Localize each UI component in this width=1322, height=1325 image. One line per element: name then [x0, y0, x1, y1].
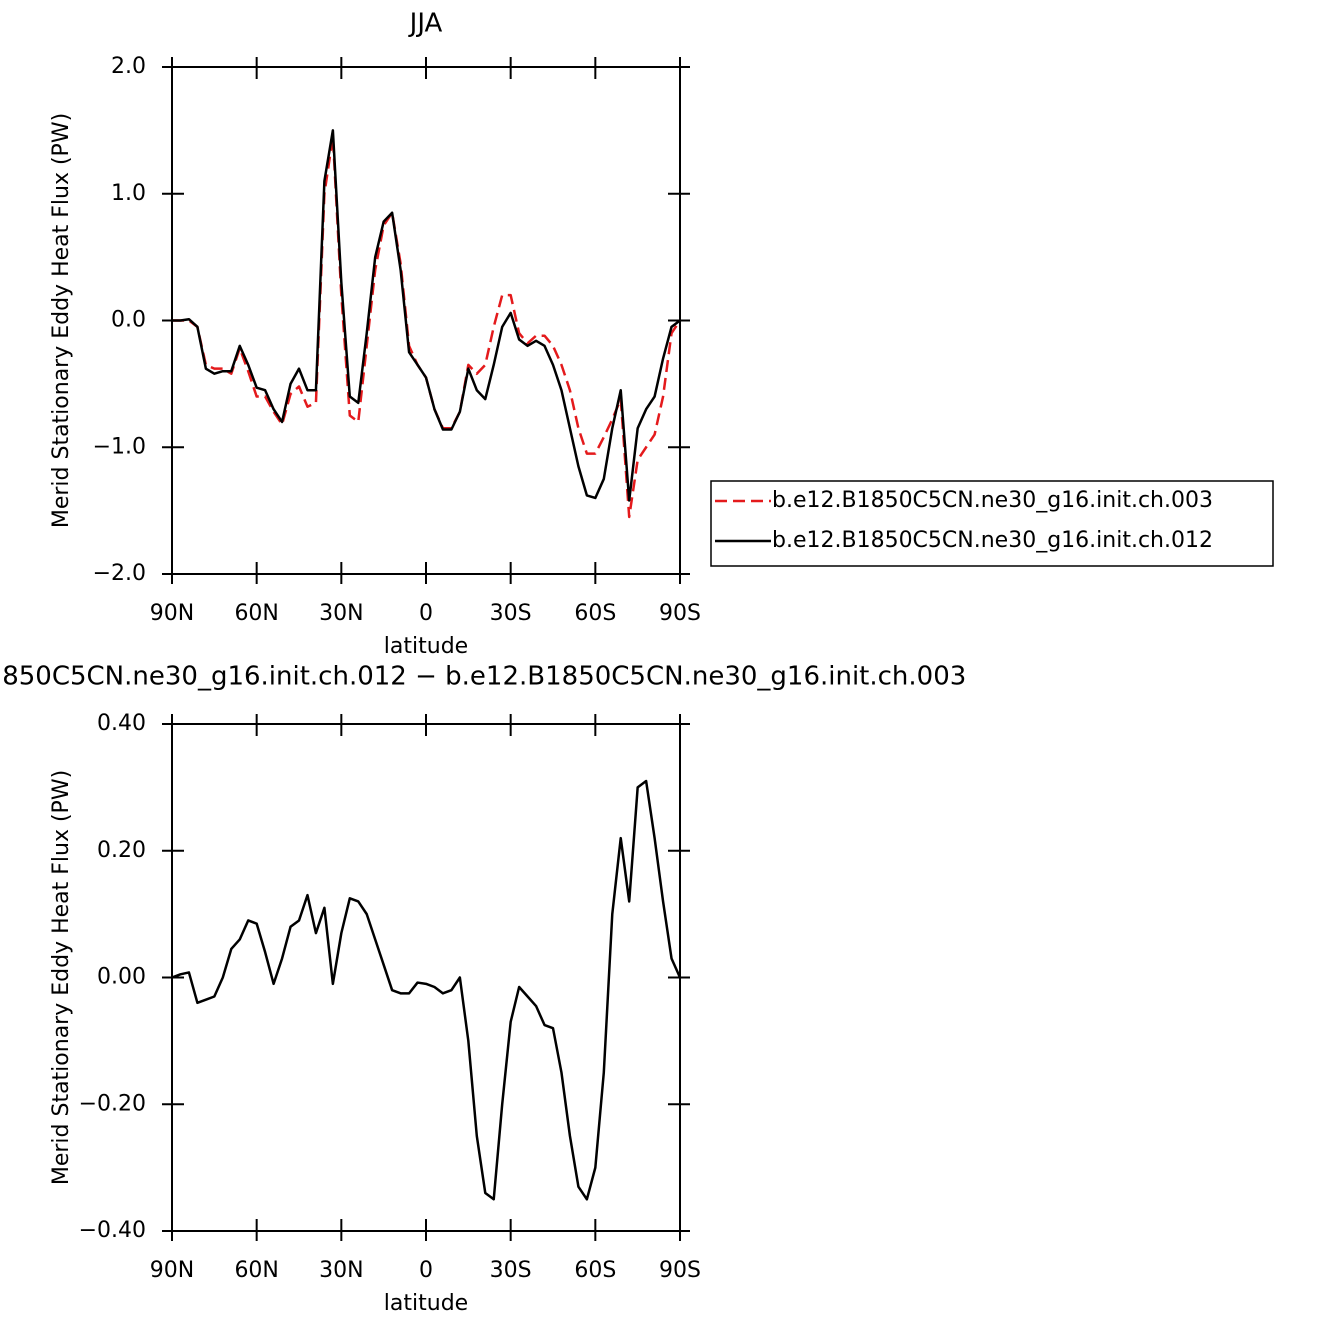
plot-frame	[171, 66, 681, 575]
x-tick-label: 90S	[659, 1258, 701, 1283]
y-tick-label: −0.40	[79, 1218, 146, 1243]
x-tick-label: 0	[419, 601, 433, 626]
y-tick-label: −0.20	[79, 1091, 146, 1116]
y-tick-label: 0.0	[111, 308, 146, 333]
chart-title: JJA	[408, 9, 443, 39]
y-tick-label: 1.0	[111, 181, 146, 206]
x-tick-label: 0	[419, 1258, 433, 1283]
y-tick-label: −2.0	[93, 561, 146, 586]
plot-frame	[171, 723, 681, 1232]
data-line	[172, 129, 681, 502]
x-tick-label: 60N	[234, 601, 278, 626]
y-tick-label: 0.20	[97, 838, 146, 863]
x-tick-label: 30S	[490, 601, 532, 626]
y-axis-label: Merid Stationary Eddy Heat Flux (PW)	[49, 770, 74, 1185]
data-line	[171, 779, 682, 1201]
legend-label: b.e12.B1850C5CN.ne30_g16.init.ch.003	[772, 488, 1213, 513]
legend-box	[710, 480, 1274, 567]
x-tick-label: 90N	[150, 601, 194, 626]
x-tick-label: 30N	[319, 1258, 363, 1283]
x-tick-label: 90N	[150, 1258, 194, 1283]
x-tick-label: 30N	[319, 601, 363, 626]
legend-label: b.e12.B1850C5CN.ne30_g16.init.ch.012	[772, 528, 1213, 553]
x-tick-label: 60S	[574, 1258, 616, 1283]
y-tick-label: 0.00	[97, 965, 146, 990]
x-axis-label: latitude	[384, 1291, 468, 1316]
x-tick-label: 60S	[574, 601, 616, 626]
y-tick-label: −1.0	[93, 434, 146, 459]
x-tick-label: 60N	[234, 1258, 278, 1283]
x-tick-label: 30S	[490, 1258, 532, 1283]
y-axis-label: Merid Stationary Eddy Heat Flux (PW)	[49, 113, 74, 528]
chart-title: b.e12.B1850C5CN.ne30_g16.init.ch.012 − b…	[0, 662, 966, 692]
x-axis-label: latitude	[384, 634, 468, 659]
data-line	[172, 135, 682, 519]
y-tick-label: 0.40	[97, 711, 146, 736]
x-tick-label: 90S	[659, 601, 701, 626]
y-tick-label: 2.0	[111, 54, 146, 79]
